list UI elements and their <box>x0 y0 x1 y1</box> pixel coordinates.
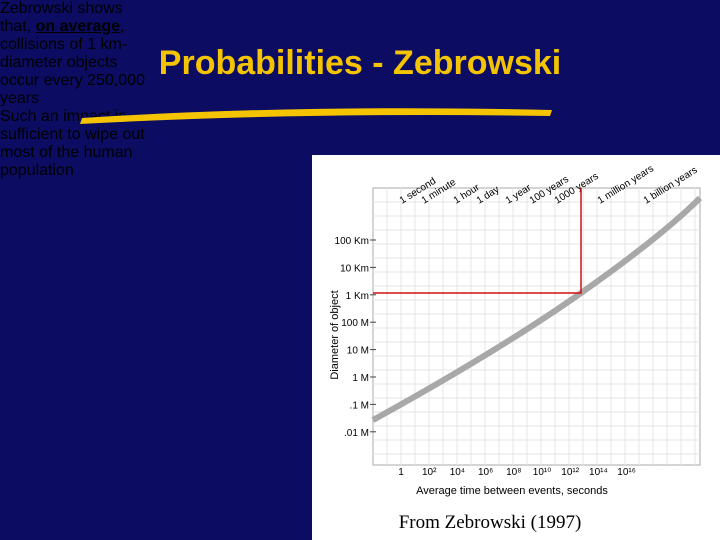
y-tick-label: 100 Km <box>335 236 369 247</box>
bullet-line: Zebrowski shows <box>0 0 720 18</box>
slide-title: Probabilities - Zebrowski <box>158 44 562 82</box>
y-tick-label: .1 M <box>350 400 369 411</box>
bullet-line: sufficient to wipe out <box>0 126 720 144</box>
title-underline <box>80 108 552 124</box>
y-tick-label: 100 M <box>341 318 369 329</box>
x-tick-label: 10¹⁴ <box>589 467 608 478</box>
bullet-text: collisions of 1 km- <box>0 36 128 53</box>
bullet-text: , <box>120 18 125 35</box>
y-tick-label: 1 M <box>352 373 369 384</box>
y-tick-label: .01 M <box>344 428 369 439</box>
y-tick-label: 1 Km <box>346 291 369 302</box>
bullet-line: collisions of 1 km- <box>0 36 720 54</box>
x-tick-label: 10⁸ <box>506 467 521 478</box>
x-tick-label: 10² <box>422 467 437 478</box>
bullet-line: diameter objects <box>0 54 720 72</box>
x-tick-label: 10⁴ <box>450 467 465 478</box>
bullet-line: population <box>0 162 720 180</box>
bullet-text: years <box>0 90 40 107</box>
y-axis-label: Diameter of object <box>329 290 341 379</box>
x-tick-label: 10¹⁶ <box>617 467 636 478</box>
bullet: Zebrowski shows that, on average, collisio… <box>0 0 720 108</box>
bullet-text: sufficient to wipe out <box>0 126 145 143</box>
bullet-text: Zebrowski shows <box>0 0 123 17</box>
bullet-text: most of the human <box>0 144 133 161</box>
x-tick-label: 1 <box>398 467 404 478</box>
y-tick-label: 10 M <box>347 346 369 357</box>
reference-lines <box>373 188 582 294</box>
y-tick-label: 10 Km <box>340 263 369 274</box>
curve <box>371 195 703 423</box>
bullet-text: on average <box>35 18 121 35</box>
x-tick-label: 10¹² <box>561 467 579 478</box>
x-tick-label: 10¹⁰ <box>533 467 551 478</box>
bullet-line: occur every 250,000 <box>0 72 720 90</box>
bullet-text: diameter objects <box>0 54 118 71</box>
bullet-line: years <box>0 90 720 108</box>
bullet-line: that, on average, <box>0 18 720 36</box>
x-axis-label: Average time between events, seconds <box>416 485 608 497</box>
bullet-line: most of the human <box>0 144 720 162</box>
bullet-text: occur every 250,000 <box>0 72 145 89</box>
x-tick-label: 10⁶ <box>478 467 493 478</box>
caption: From Zebrowski (1997) <box>399 512 582 533</box>
bullet-text: that, <box>0 18 36 35</box>
bullet-text: population <box>0 162 74 179</box>
